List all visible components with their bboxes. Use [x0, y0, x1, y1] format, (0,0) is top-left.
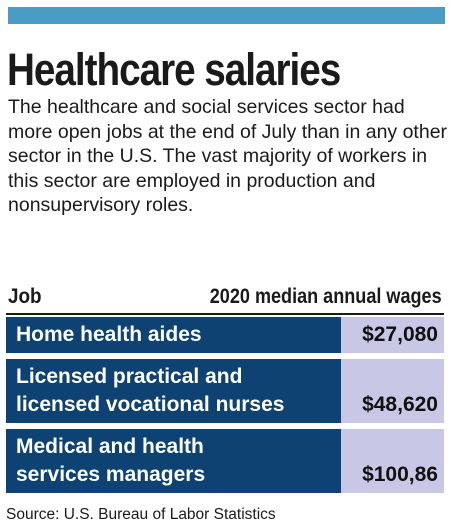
job-cell: Licensed practical and licensed vocation… [6, 359, 341, 423]
table-row-home-health-aides: Home health aides $27,080 [6, 317, 444, 353]
wage-value: $27,080 [362, 323, 438, 346]
wage-cell: $48,620 [341, 359, 444, 423]
chart-title: Healthcare salaries [7, 44, 341, 95]
table-row-health-services-managers: Medical and health services managers $10… [6, 429, 444, 493]
top-accent-bar [8, 7, 445, 24]
job-cell: Medical and health services managers [6, 429, 341, 493]
job-label-line2: licensed vocational nurses [16, 393, 285, 416]
salary-table: Home health aides $27,080 Licensed pract… [6, 317, 444, 499]
job-label-line1: Medical and health [16, 435, 204, 458]
job-cell: Home health aides [6, 317, 341, 353]
chart-subtitle: The healthcare and social services secto… [8, 96, 448, 216]
column-header-job: Job [8, 285, 42, 308]
wage-cell: $100,86 [341, 429, 444, 493]
table-header-row: Job 2020 median annual wages [6, 283, 444, 311]
job-label-line2: services managers [16, 463, 206, 486]
job-label-line1: Home health aides [16, 323, 202, 346]
wage-cell: $27,080 [341, 317, 444, 353]
column-header-wages: 2020 median annual wages [210, 285, 442, 308]
table-row-licensed-nurses: Licensed practical and licensed vocation… [6, 359, 444, 423]
wage-value: $100,86 [362, 463, 438, 486]
wage-value: $48,620 [362, 393, 438, 416]
job-label-line1: Licensed practical and [16, 365, 243, 388]
source-note: Source: U.S. Bureau of Labor Statistics [6, 506, 276, 523]
header-divider [6, 313, 444, 315]
